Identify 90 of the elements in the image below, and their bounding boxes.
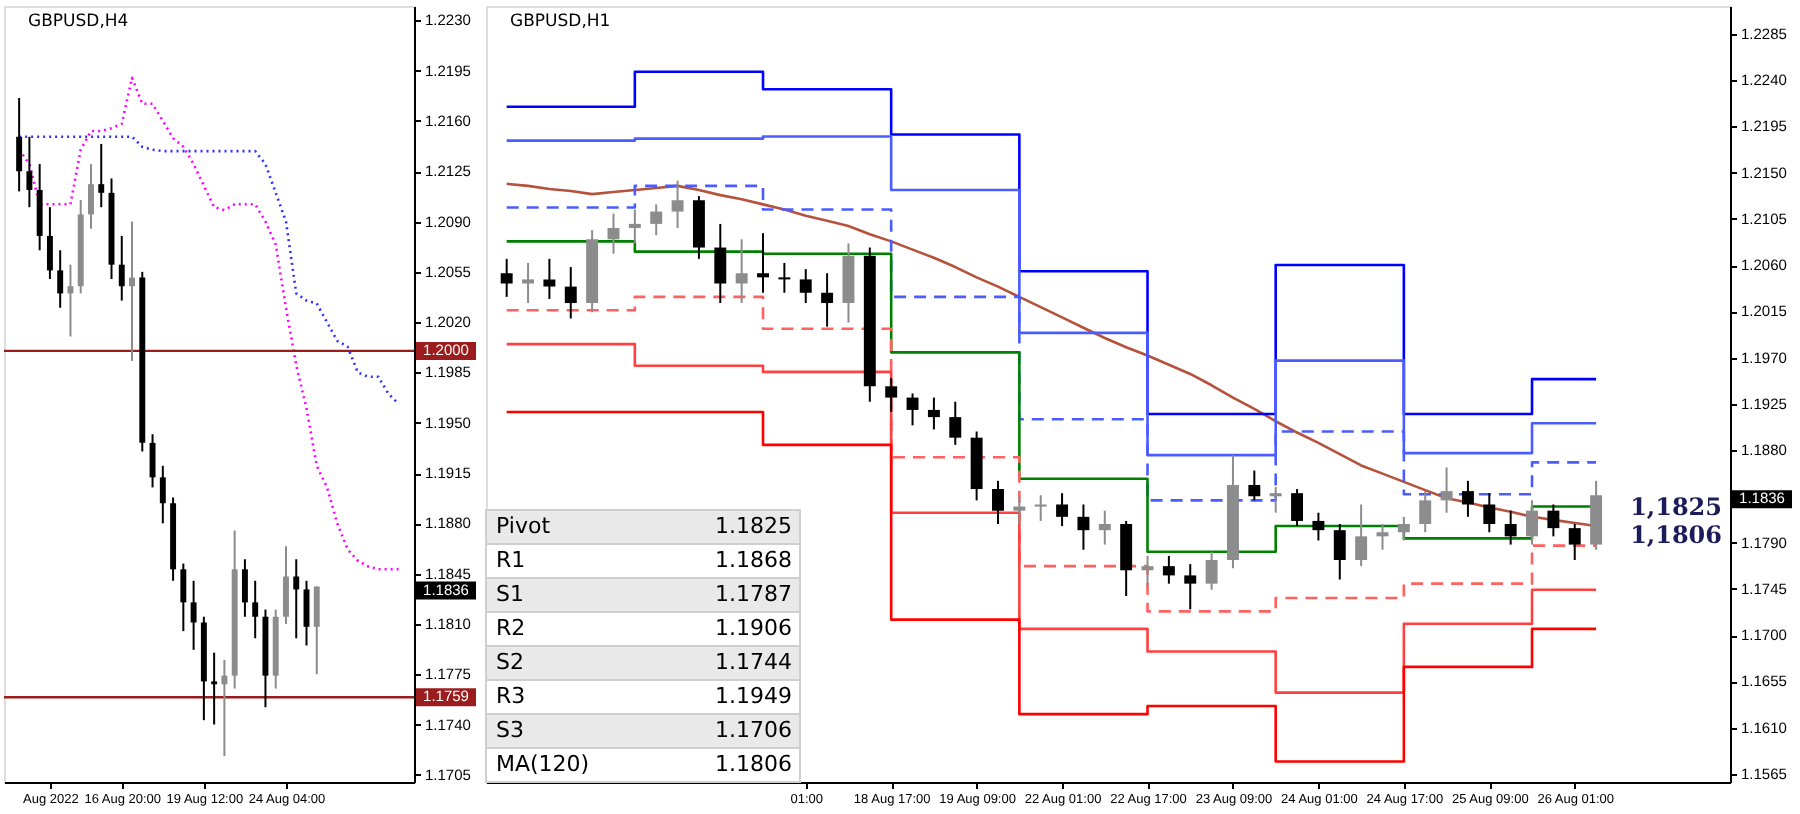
candlestick bbox=[821, 272, 834, 328]
candlestick bbox=[543, 257, 556, 300]
candlestick bbox=[1013, 495, 1026, 526]
annotation: 1.1787 bbox=[715, 581, 792, 607]
candlestick bbox=[313, 585, 320, 676]
candlestick bbox=[252, 579, 259, 640]
candlestick bbox=[500, 257, 513, 298]
candlestick bbox=[1034, 494, 1047, 522]
annotation: Pivot bbox=[496, 513, 552, 539]
candlestick bbox=[799, 268, 812, 305]
candlestick bbox=[778, 261, 791, 294]
candlestick bbox=[607, 212, 620, 255]
candlestick bbox=[1376, 523, 1389, 551]
candlestick bbox=[159, 464, 166, 525]
candlestick bbox=[949, 400, 962, 446]
candlestick bbox=[1483, 492, 1496, 534]
annotation: S1 bbox=[496, 581, 524, 607]
candlestick bbox=[714, 222, 727, 305]
candlestick bbox=[1355, 503, 1368, 568]
candlestick bbox=[564, 266, 577, 320]
candlestick bbox=[1419, 490, 1432, 534]
candlestick bbox=[36, 163, 43, 252]
candlestick bbox=[1397, 515, 1410, 542]
annotation: 1.1868 bbox=[715, 547, 792, 573]
candlestick bbox=[992, 479, 1004, 526]
annotation: 1.1825 bbox=[715, 513, 792, 539]
candlestick bbox=[1162, 554, 1175, 585]
candlestick bbox=[1440, 466, 1453, 514]
annotation: 1.1906 bbox=[715, 615, 792, 641]
text: 1,1825 bbox=[1630, 493, 1722, 522]
candlestick bbox=[842, 242, 855, 324]
candlestick bbox=[1461, 479, 1474, 518]
candlestick bbox=[1291, 488, 1304, 528]
annotation: 1.1744 bbox=[715, 649, 792, 675]
annotation: MA(120) bbox=[496, 751, 590, 777]
candlestick bbox=[98, 142, 105, 209]
candlestick bbox=[885, 377, 898, 413]
candlestick bbox=[628, 208, 641, 245]
candlestick bbox=[1141, 554, 1154, 587]
candlestick bbox=[129, 220, 135, 362]
candlestick bbox=[1526, 499, 1538, 546]
candlestick bbox=[180, 562, 187, 633]
candlestick bbox=[1120, 519, 1133, 597]
candlestick bbox=[1205, 550, 1218, 591]
candlestick bbox=[283, 545, 289, 625]
annotation: R2 bbox=[496, 615, 526, 641]
candlestick bbox=[692, 195, 705, 260]
candlestick bbox=[1248, 469, 1261, 502]
annotation: S3 bbox=[496, 717, 524, 743]
candlestick bbox=[1547, 503, 1560, 538]
candlestick bbox=[906, 392, 919, 427]
candlestick bbox=[671, 179, 684, 230]
candlestick bbox=[221, 658, 228, 758]
candlestick bbox=[149, 433, 156, 489]
candlestick bbox=[190, 579, 197, 651]
annotation: 1.1949 bbox=[715, 683, 792, 709]
annotation: R1 bbox=[496, 547, 526, 573]
candlestick bbox=[1056, 492, 1069, 528]
candlestick bbox=[88, 163, 94, 230]
candlestick bbox=[650, 203, 663, 237]
candlestick bbox=[927, 396, 940, 431]
line-series bbox=[17, 76, 401, 571]
candlestick bbox=[293, 558, 300, 640]
annotation: S2 bbox=[496, 649, 524, 675]
candlestick bbox=[118, 234, 125, 302]
candlestick bbox=[757, 232, 769, 294]
line-series bbox=[17, 135, 401, 406]
candlestick bbox=[46, 206, 53, 281]
chart-title: GBPUSD,H4 bbox=[28, 12, 129, 32]
candlestick bbox=[67, 263, 74, 338]
candlestick bbox=[211, 651, 218, 726]
annotation: R3 bbox=[496, 683, 526, 709]
candlestick bbox=[26, 135, 33, 209]
candlestick bbox=[1269, 486, 1282, 514]
candlestick bbox=[1077, 503, 1090, 551]
candlestick bbox=[241, 558, 248, 618]
candlestick bbox=[1098, 509, 1111, 546]
candlestick bbox=[1184, 563, 1197, 611]
candlestick bbox=[57, 249, 64, 309]
annotation: 1.1806 bbox=[715, 751, 792, 777]
candlestick bbox=[16, 96, 23, 193]
candlestick bbox=[522, 261, 535, 305]
candlestick bbox=[1568, 523, 1581, 561]
candlestick bbox=[1312, 511, 1325, 542]
text: 1,1806 bbox=[1630, 521, 1722, 550]
candlestick bbox=[1333, 523, 1346, 581]
candlestick bbox=[1504, 509, 1517, 546]
chart-title: GBPUSD,H1 bbox=[510, 12, 611, 32]
annotation: 1.1706 bbox=[715, 717, 792, 743]
candlestick bbox=[735, 238, 748, 305]
